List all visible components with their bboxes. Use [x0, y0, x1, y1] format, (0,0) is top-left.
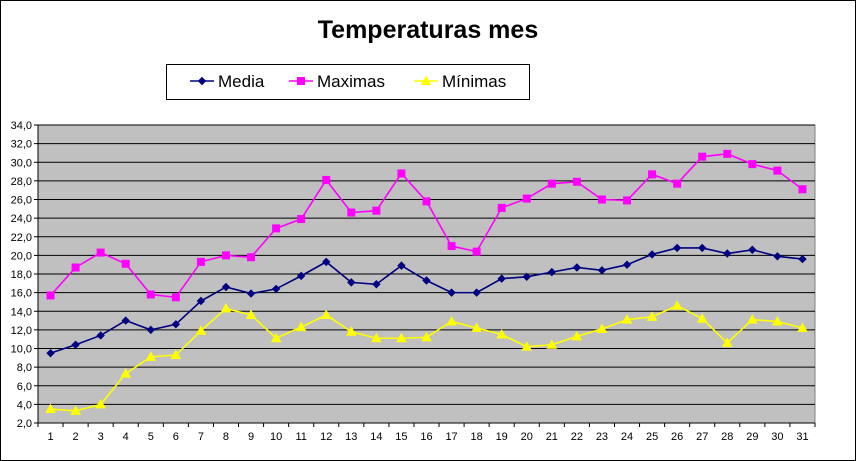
y-tick-label: 2,0: [17, 418, 32, 430]
data-point-s2: [548, 180, 555, 187]
data-point-s2: [799, 186, 806, 193]
x-tick-label: 17: [445, 431, 457, 443]
y-tick-label: 34,0: [11, 120, 32, 132]
y-tick-label: 14,0: [11, 306, 32, 318]
x-tick-label: 23: [596, 431, 608, 443]
y-tick-label: 28,0: [11, 176, 32, 188]
x-tick-label: 9: [248, 431, 254, 443]
data-point-s2: [423, 198, 430, 205]
y-tick-label: 22,0: [11, 232, 32, 244]
data-point-s2: [172, 294, 179, 301]
data-point-s2: [598, 196, 605, 203]
x-tick-label: 14: [370, 431, 382, 443]
data-point-s2: [323, 176, 330, 183]
x-tick-label: 10: [270, 431, 282, 443]
data-point-s2: [348, 209, 355, 216]
data-point-s2: [273, 225, 280, 232]
x-tick-label: 20: [521, 431, 533, 443]
x-tick-label: 19: [496, 431, 508, 443]
data-point-s2: [373, 207, 380, 214]
y-tick-label: 4,0: [17, 399, 32, 411]
x-tick-label: 8: [223, 431, 229, 443]
data-point-s2: [699, 153, 706, 160]
data-point-s2: [448, 243, 455, 250]
y-tick-label: 6,0: [17, 381, 32, 393]
x-tick-label: 29: [746, 431, 758, 443]
legend-label-2: Maximas: [317, 72, 385, 91]
x-tick-label: 11: [295, 431, 306, 443]
y-tick-label: 18,0: [11, 269, 32, 281]
x-tick-label: 7: [198, 431, 204, 443]
data-point-s2: [97, 249, 104, 256]
data-point-s2: [724, 150, 731, 157]
data-point-s2: [523, 195, 530, 202]
data-point-s2: [624, 197, 631, 204]
y-tick-label: 20,0: [11, 250, 32, 262]
x-tick-label: 16: [420, 431, 432, 443]
data-point-s2: [248, 254, 255, 261]
x-tick-label: 26: [671, 431, 683, 443]
x-tick-label: 2: [73, 431, 79, 443]
x-tick-label: 31: [796, 431, 808, 443]
y-tick-label: 12,0: [11, 325, 32, 337]
x-tick-label: 4: [123, 431, 129, 443]
y-tick-label: 10,0: [11, 344, 32, 356]
x-tick-label: 15: [395, 431, 407, 443]
x-tick-label: 27: [696, 431, 708, 443]
x-tick-label: 6: [173, 431, 179, 443]
x-tick-label: 28: [721, 431, 733, 443]
x-tick-label: 18: [471, 431, 483, 443]
data-point-s2: [649, 171, 656, 178]
data-point-s2: [122, 260, 129, 267]
x-tick-label: 25: [646, 431, 658, 443]
x-tick-label: 24: [621, 431, 633, 443]
y-tick-label: 26,0: [11, 195, 32, 207]
x-tick-label: 21: [546, 431, 558, 443]
legend-marker-2: [298, 78, 305, 85]
x-tick-label: 13: [345, 431, 357, 443]
y-tick-label: 32,0: [11, 139, 32, 151]
legend-label-3: Mínimas: [442, 72, 506, 91]
legend-marker-1: [199, 78, 206, 85]
data-point-s2: [197, 258, 204, 265]
x-tick-label: 5: [148, 431, 154, 443]
data-point-s2: [573, 178, 580, 185]
x-tick-label: 3: [98, 431, 104, 443]
data-point-s2: [147, 291, 154, 298]
data-point-s2: [72, 264, 79, 271]
y-tick-label: 24,0: [11, 213, 32, 225]
x-tick-label: 30: [771, 431, 783, 443]
data-point-s2: [774, 167, 781, 174]
data-point-s2: [47, 292, 54, 299]
data-point-s2: [473, 248, 480, 255]
data-point-s2: [749, 161, 756, 168]
x-tick-label: 22: [571, 431, 583, 443]
y-tick-label: 30,0: [11, 157, 32, 169]
data-point-s2: [222, 252, 229, 259]
data-point-s2: [498, 204, 505, 211]
data-point-s2: [674, 180, 681, 187]
legend-label-1: Media: [218, 72, 265, 91]
data-point-s2: [398, 170, 405, 177]
y-tick-label: 16,0: [11, 288, 32, 300]
data-point-s2: [298, 216, 305, 223]
y-tick-label: 8,0: [17, 362, 32, 374]
x-tick-label: 12: [320, 431, 332, 443]
x-tick-label: 1: [47, 431, 53, 443]
